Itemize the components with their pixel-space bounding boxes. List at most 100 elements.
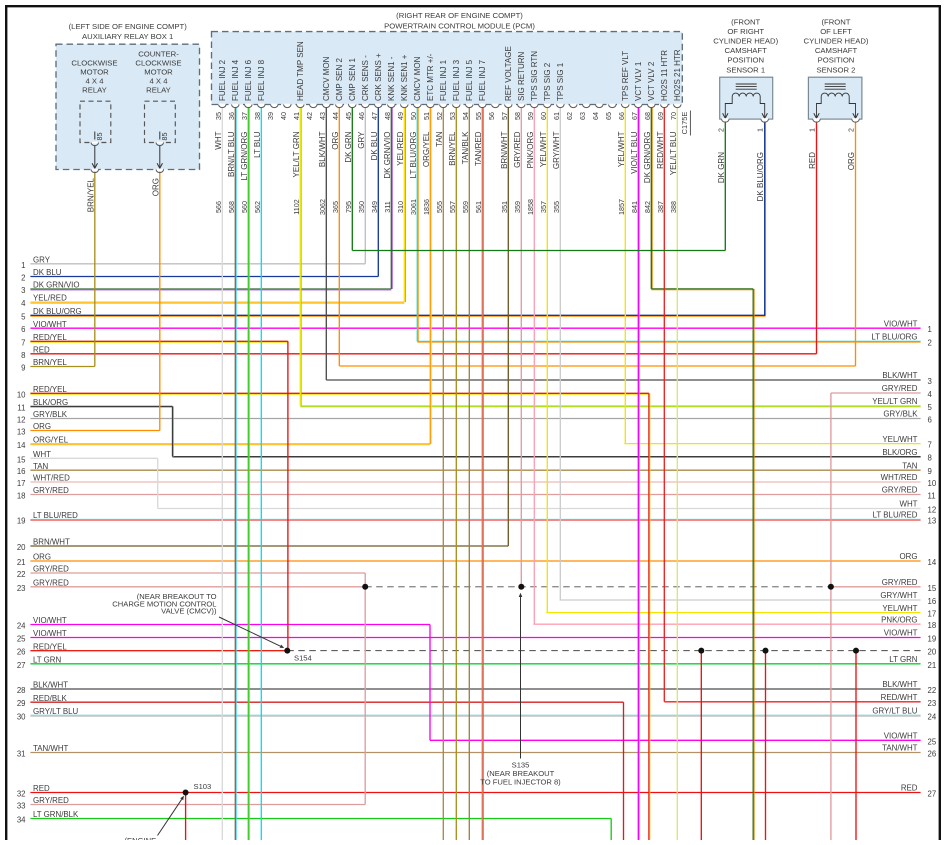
svg-text:7: 7 (21, 338, 25, 347)
svg-text:CYLINDER HEAD): CYLINDER HEAD) (804, 37, 869, 46)
svg-text:365: 365 (331, 201, 340, 213)
svg-text:25: 25 (17, 635, 26, 644)
svg-text:30: 30 (17, 712, 26, 721)
svg-text:FUEL INJ 8: FUEL INJ 8 (257, 59, 266, 101)
svg-text:TAN/WHT: TAN/WHT (882, 744, 918, 753)
svg-text:C175E: C175E (680, 112, 689, 135)
svg-text:FUEL INJ 7: FUEL INJ 7 (478, 59, 487, 101)
svg-text:(NEAR BREAKOUT TO: (NEAR BREAKOUT TO (137, 592, 217, 601)
svg-text:RED/YEL: RED/YEL (33, 642, 67, 651)
svg-text:18: 18 (17, 492, 26, 501)
svg-text:TAN/WHT: TAN/WHT (33, 744, 69, 753)
svg-text:46: 46 (357, 112, 366, 120)
svg-text:(ENGINE: (ENGINE (125, 836, 157, 840)
svg-text:387: 387 (656, 201, 665, 213)
svg-text:1857: 1857 (617, 199, 626, 215)
svg-text:8: 8 (928, 454, 932, 463)
svg-text:357: 357 (539, 201, 548, 213)
svg-text:BLK/ORG: BLK/ORG (882, 448, 917, 457)
svg-text:26: 26 (928, 750, 937, 759)
svg-text:43: 43 (318, 112, 327, 120)
svg-text:5: 5 (21, 312, 26, 321)
svg-text:TAN/BLK: TAN/BLK (461, 131, 470, 164)
svg-text:GRY/RED: GRY/RED (882, 384, 918, 393)
svg-text:20: 20 (928, 648, 937, 657)
svg-text:VALVE (CMCV)): VALVE (CMCV)) (161, 607, 217, 616)
svg-text:60: 60 (539, 112, 548, 120)
svg-text:GRY/WHT: GRY/WHT (880, 591, 917, 600)
svg-text:51: 51 (422, 112, 431, 120)
svg-text:ORG: ORG (151, 178, 160, 196)
svg-text:52: 52 (435, 112, 444, 120)
svg-text:RED/WHT: RED/WHT (881, 693, 918, 702)
svg-text:1: 1 (808, 128, 817, 132)
svg-text:TAN: TAN (33, 462, 48, 471)
svg-text:1: 1 (21, 261, 25, 270)
svg-text:CMCV MON: CMCV MON (413, 56, 422, 101)
svg-text:37: 37 (240, 112, 249, 120)
svg-text:KNK SEN1 +: KNK SEN1 + (400, 54, 409, 101)
svg-text:BLK/WHT: BLK/WHT (318, 131, 327, 167)
svg-text:ORG: ORG (33, 422, 51, 431)
svg-text:YEL/WHT: YEL/WHT (882, 604, 917, 613)
svg-text:69: 69 (656, 112, 665, 120)
svg-text:S135: S135 (512, 760, 530, 769)
svg-text:WHT/RED: WHT/RED (33, 474, 70, 483)
svg-text:66: 66 (617, 112, 626, 120)
svg-text:13: 13 (17, 428, 26, 437)
svg-text:DK BLU: DK BLU (370, 131, 379, 160)
svg-text:2: 2 (847, 128, 856, 132)
svg-text:41: 41 (292, 112, 301, 120)
svg-text:GRY/RED: GRY/RED (33, 579, 69, 588)
svg-text:GRY/RED: GRY/RED (882, 578, 918, 587)
svg-text:VIO/WHT: VIO/WHT (884, 319, 918, 328)
svg-text:POSITION: POSITION (818, 56, 855, 65)
svg-text:6: 6 (21, 325, 25, 334)
svg-text:22: 22 (17, 570, 26, 579)
svg-text:HEAD TMP SEN: HEAD TMP SEN (296, 41, 305, 101)
svg-text:9: 9 (928, 467, 932, 476)
svg-text:CMP SEN 2: CMP SEN 2 (335, 57, 344, 101)
svg-text:LT GRN: LT GRN (33, 656, 62, 665)
svg-text:38: 38 (253, 112, 262, 120)
svg-text:GRY/RED: GRY/RED (33, 565, 69, 574)
svg-text:57: 57 (500, 112, 509, 120)
svg-text:RED/WHT: RED/WHT (656, 131, 665, 168)
svg-text:WHT: WHT (900, 500, 918, 509)
svg-text:2: 2 (716, 128, 725, 132)
svg-text:VIO/WHT: VIO/WHT (33, 320, 67, 329)
svg-text:MOTOR: MOTOR (144, 68, 173, 77)
svg-text:1858: 1858 (526, 199, 535, 215)
svg-text:TPS SIG 2: TPS SIG 2 (543, 62, 552, 101)
svg-text:9: 9 (21, 364, 25, 373)
svg-text:DK BLU/ORG: DK BLU/ORG (756, 152, 765, 201)
svg-text:62: 62 (565, 112, 574, 120)
svg-text:13: 13 (928, 517, 937, 526)
svg-text:19: 19 (928, 635, 937, 644)
svg-text:BLK/WHT: BLK/WHT (33, 681, 68, 690)
svg-text:64: 64 (591, 112, 600, 120)
svg-text:1: 1 (928, 325, 932, 334)
svg-text:350: 350 (357, 201, 366, 213)
svg-text:1: 1 (756, 128, 765, 132)
svg-text:388: 388 (669, 201, 678, 213)
svg-text:YEL/RED: YEL/RED (33, 294, 67, 303)
svg-text:23: 23 (17, 584, 26, 593)
svg-text:16: 16 (928, 597, 937, 606)
svg-text:FUEL INJ 2: FUEL INJ 2 (218, 59, 227, 101)
svg-text:PNK/ORG: PNK/ORG (881, 615, 917, 624)
svg-text:BRN/WHT: BRN/WHT (33, 538, 70, 547)
svg-text:12: 12 (928, 506, 937, 515)
svg-text:(FRONT: (FRONT (731, 17, 760, 26)
svg-text:PNK/ORG: PNK/ORG (526, 132, 535, 169)
svg-text:2: 2 (21, 274, 25, 283)
svg-text:560: 560 (240, 201, 249, 213)
svg-text:842: 842 (643, 201, 652, 213)
svg-text:VIO/LT BLU: VIO/LT BLU (630, 131, 639, 174)
svg-text:59: 59 (526, 112, 535, 120)
svg-text:DK GRN/VIO: DK GRN/VIO (33, 281, 79, 290)
svg-text:1102: 1102 (292, 199, 301, 214)
svg-text:BLK/WHT: BLK/WHT (882, 371, 917, 380)
svg-text:23: 23 (928, 699, 937, 708)
svg-text:S103: S103 (194, 782, 212, 791)
